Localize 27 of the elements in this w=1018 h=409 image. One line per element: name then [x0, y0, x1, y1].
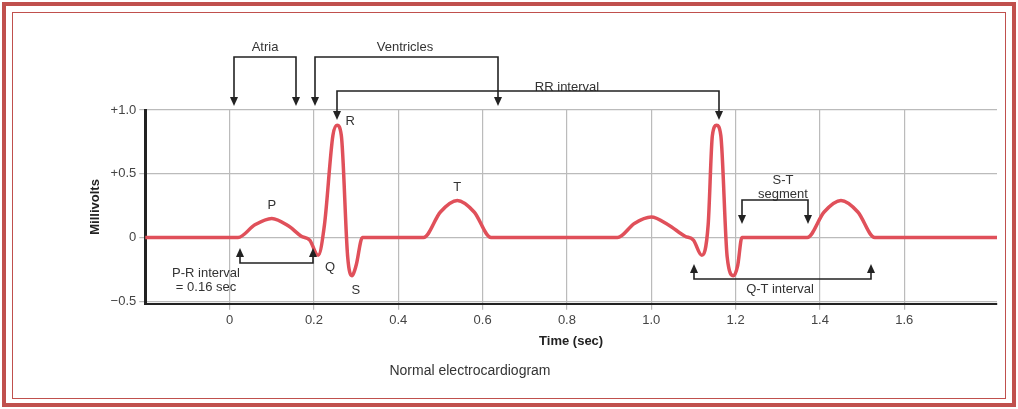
- annotation: P-R interval = 0.16 sec: [172, 265, 241, 295]
- x-tick-label: 1.2: [726, 312, 745, 328]
- x-tick-label: 0.4: [389, 312, 408, 328]
- text: RR interval: [534, 78, 600, 94]
- annotation: P: [267, 196, 277, 212]
- y-tick-label: +1.0: [110, 101, 137, 117]
- x-tick-label: 0: [225, 312, 234, 328]
- x-tick-label: 1.0: [642, 312, 661, 328]
- annotation: Q: [325, 258, 336, 274]
- annotation: T: [453, 179, 462, 195]
- x-tick-label: 0.2: [304, 312, 323, 328]
- annotation: S: [351, 282, 361, 298]
- text: Normal electrocardiogram: [389, 361, 551, 378]
- y-axis-title: Millivolts: [87, 179, 103, 235]
- text: Ventricles: [376, 38, 434, 54]
- y-tick-label: 0: [129, 229, 137, 245]
- x-axis-title: Time (sec): [539, 332, 604, 348]
- x-tick-label: 0.8: [557, 312, 576, 328]
- annotation: Q-T interval: [746, 280, 814, 296]
- annotation: S-T segment: [758, 171, 809, 201]
- text: Atria: [251, 38, 280, 54]
- x-tick-label: 1.6: [895, 312, 914, 328]
- x-tick-label: 0.6: [473, 312, 492, 328]
- x-tick-label: 1.4: [810, 312, 829, 328]
- annotation: R: [345, 112, 355, 128]
- y-tick-label: −0.5: [110, 292, 137, 308]
- y-tick-label: +0.5: [110, 165, 137, 181]
